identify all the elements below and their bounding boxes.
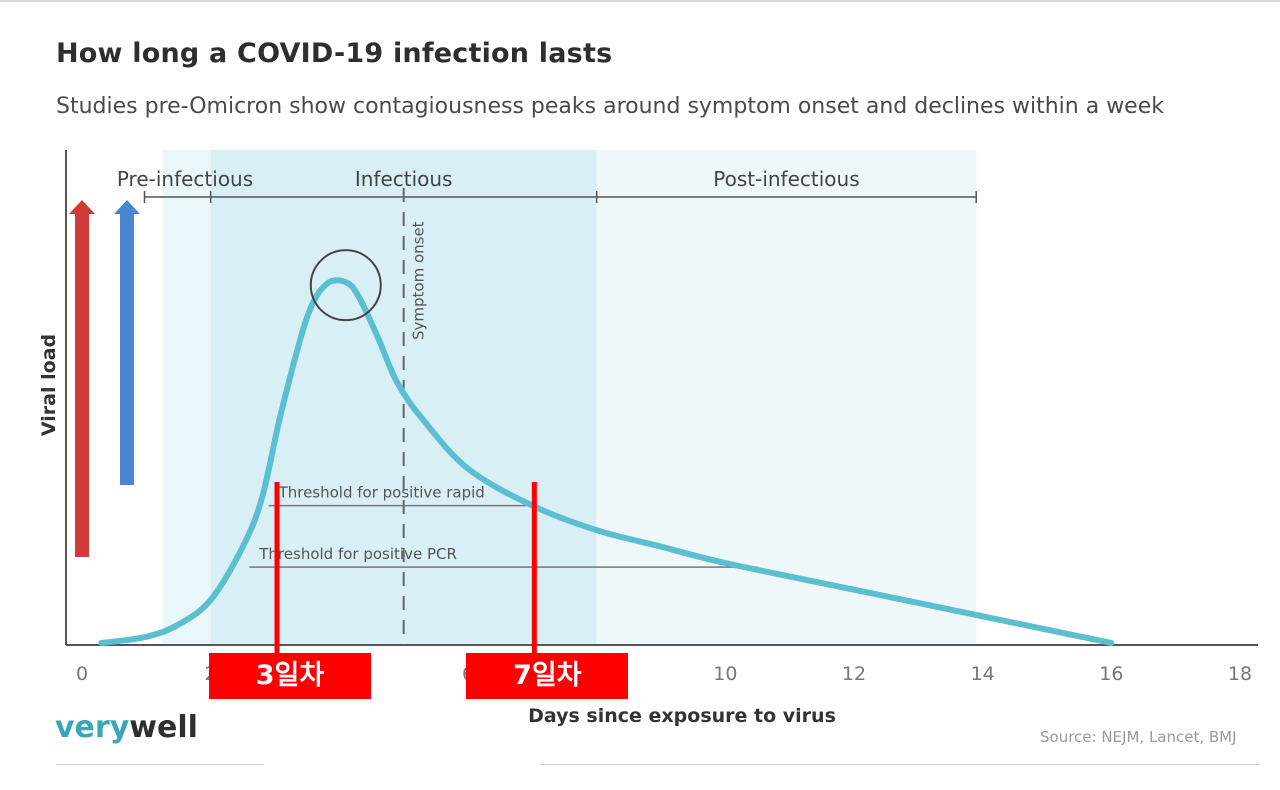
day-marker-line (274, 482, 280, 653)
logo-very: very (55, 710, 130, 745)
x-tick-label: 14 (971, 663, 995, 685)
threshold-label: Threshold for positive PCR (258, 545, 457, 563)
day-marker-label: 7일차 (466, 653, 629, 699)
viral-load-arrow-head (114, 200, 140, 214)
footer-divider-left (56, 764, 264, 765)
logo-well: well (129, 710, 198, 745)
x-tick-label: 0 (76, 663, 88, 685)
x-tick-label: 12 (842, 663, 866, 685)
viral-load-arrow-head (69, 200, 95, 214)
verywell-logo: verywell (55, 710, 198, 745)
phase-label: Post-infectious (713, 167, 859, 191)
phase-band (596, 150, 977, 645)
viral-load-arrow-shaft (120, 212, 134, 485)
phase-label: Infectious (355, 167, 453, 191)
chart-subtitle: Studies pre-Omicron show contagiousness … (56, 94, 1164, 119)
symptom-onset-label: Symptom onset (410, 221, 428, 340)
phase-band (162, 150, 211, 645)
x-axis-label: Days since exposure to virus (528, 705, 836, 727)
y-axis-label: Viral load (38, 334, 60, 436)
peak-circle (309, 249, 382, 322)
phase-label: Pre-infectious (117, 167, 253, 191)
day-marker-label: 3일차 (209, 653, 371, 699)
threshold-label: Threshold for positive rapid (278, 484, 485, 502)
source-note: Source: NEJM, Lancet, BMJ (1040, 728, 1237, 746)
viral-load-curve (98, 277, 1115, 646)
day-marker-line (531, 482, 537, 653)
footer-divider-right (540, 764, 1260, 765)
x-tick-label: 16 (1099, 663, 1123, 685)
chart-title: How long a COVID-19 infection lasts (56, 38, 613, 69)
viral-load-arrow-shaft (75, 212, 89, 557)
top-border (0, 0, 1280, 2)
x-tick-label: 10 (713, 663, 737, 685)
x-tick-label: 18 (1228, 663, 1252, 685)
